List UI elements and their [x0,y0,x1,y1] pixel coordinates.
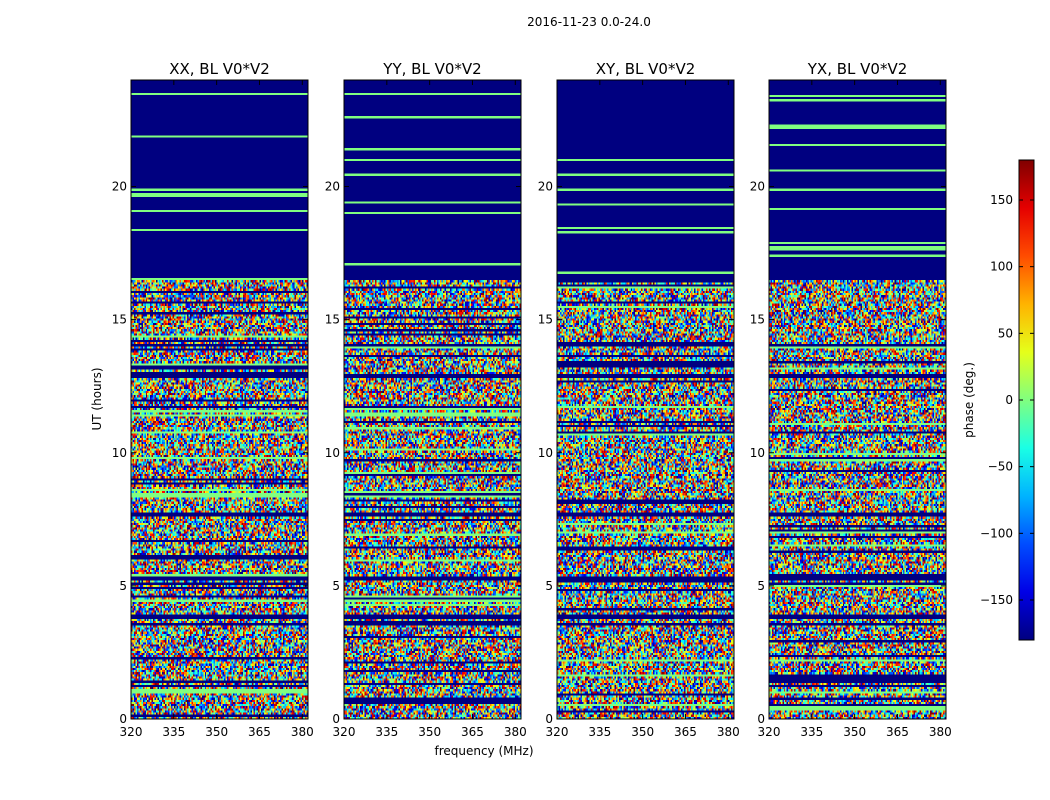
y-tick-label: 10 [750,446,765,460]
y-tick-label: 15 [750,313,765,327]
x-tick-label: 335 [800,725,823,739]
x-tick-label: 335 [375,725,398,739]
figure-title: 2016-11-23 0.0-24.0 [527,15,651,29]
panel-frame [343,79,522,720]
x-tick-label: 350 [631,725,654,739]
colorbar-tick-label: 150 [990,193,1013,207]
panel-4: YX, BL V0*V2 320 335 350 365 380 0 5 10 15 20 [750,60,952,739]
colorbar-tick-label: 50 [998,326,1013,340]
y-tick-label: 0 [545,712,553,726]
x-tick-label: 380 [504,725,527,739]
x-tick-label: 365 [886,725,909,739]
y-tick-label: 20 [112,180,127,194]
y-tick-label: 20 [538,180,553,194]
x-tick-label: 380 [929,725,952,739]
colorbar-tick-label: −50 [988,460,1013,474]
panel-title: YX, BL V0*V2 [807,60,908,78]
x-tick-label: 320 [333,725,356,739]
y-tick-label: 5 [545,579,553,593]
panel-3: XY, BL V0*V2 320 335 350 365 380 0 5 10 15 20 [538,60,740,739]
panel-frame [130,79,309,720]
x-tick-label: 320 [758,725,781,739]
y-tick-label: 20 [750,180,765,194]
x-tick-label: 380 [717,725,740,739]
y-tick-label: 10 [112,446,127,460]
panel-title: YY, BL V0*V2 [382,60,481,78]
y-tick-label: 10 [538,446,553,460]
x-tick-label: 350 [205,725,228,739]
y-tick-label: 0 [119,712,127,726]
heatmap-image [557,80,734,719]
panel-frame [556,79,735,720]
x-tick-label: 380 [291,725,314,739]
colorbar-tick-label: −100 [980,526,1013,540]
panel-title: XY, BL V0*V2 [596,60,696,78]
panel-title: XX, BL V0*V2 [169,60,270,78]
x-tick-label: 320 [546,725,569,739]
y-tick-label: 20 [325,180,340,194]
y-tick-label: 5 [757,579,765,593]
x-tick-label: 365 [674,725,697,739]
x-tick-label: 335 [162,725,185,739]
x-tick-label: 365 [461,725,484,739]
x-tick-label: 335 [588,725,611,739]
colorbar-label: phase (deg.) [962,362,976,438]
x-axis-label: frequency (MHz) [434,744,533,758]
x-tick-label: 365 [248,725,271,739]
colorbar: −150 −100 −50 0 50 100 150 [980,159,1035,641]
colorbar-tick-label: −150 [980,593,1013,607]
heatmap-image [344,80,521,719]
x-tick-label: 350 [418,725,441,739]
y-tick-label: 5 [332,579,340,593]
y-tick-label: 5 [119,579,127,593]
y-tick-label: 15 [538,313,553,327]
x-tick-label: 350 [843,725,866,739]
y-tick-label: 0 [332,712,340,726]
y-tick-label: 15 [112,313,127,327]
x-tick-label: 320 [120,725,143,739]
heatmap-image [131,80,308,719]
panel-2: YY, BL V0*V2 320 335 350 365 380 0 5 10 15 20 [325,60,527,739]
y-axis-label: UT (hours) [90,367,104,430]
panel-1: XX, BL V0*V2 320 335 350 365 380 0 5 10 15 20 [112,60,314,739]
y-tick-label: 10 [325,446,340,460]
y-tick-label: 15 [325,313,340,327]
heatmap-image [769,80,946,719]
colorbar-tick-label: 0 [1005,393,1013,407]
panel-frame [768,79,947,720]
colorbar-tick-label: 100 [990,260,1013,274]
y-tick-label: 0 [757,712,765,726]
